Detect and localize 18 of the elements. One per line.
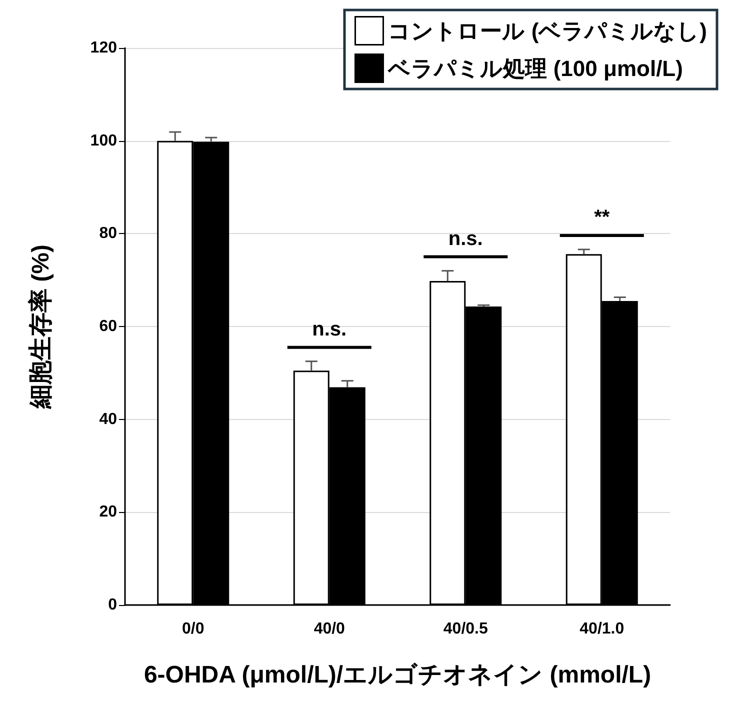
annotation: n.s. (448, 228, 483, 250)
legend-label: ベラパミル処理 (100 μmol/L) (387, 56, 683, 81)
x-tick-label: 40/0.5 (443, 620, 488, 638)
y-tick-label: 20 (99, 504, 118, 521)
x-tick-label: 40/0 (314, 620, 346, 638)
y-tick-label: 60 (99, 318, 118, 335)
annotation: ** (594, 206, 610, 228)
y-tick-label: 40 (99, 410, 118, 428)
y-tick-label: 120 (90, 40, 118, 56)
y-axis-title: 細胞生存率 (%) (28, 244, 54, 410)
x-tick-label: 40/1.0 (580, 620, 624, 638)
x-tick-label: 0/0 (182, 620, 204, 638)
annotation: n.s. (312, 318, 347, 340)
y-tick-label: 0 (108, 596, 118, 614)
y-tick-label: 80 (99, 225, 118, 242)
legend-label: コントロール (ベラパミルなし) (388, 18, 707, 44)
y-tick-label: 100 (90, 132, 118, 150)
x-axis-title: 6-OHDA (μmol/L)/エルゴチオネイン (mmol/L) (144, 662, 652, 688)
